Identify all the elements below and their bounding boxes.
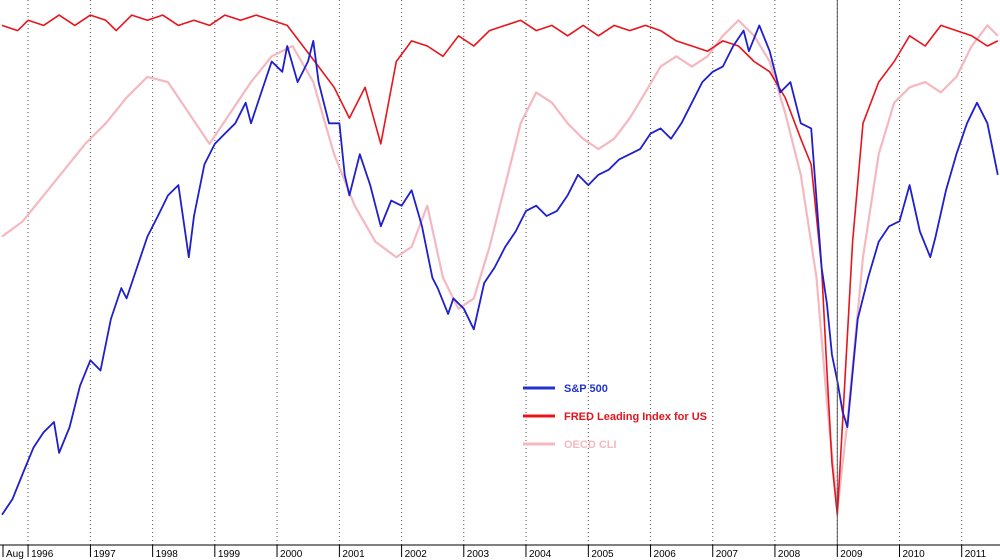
tick-label-2007: 2007 <box>716 549 739 560</box>
tick-label-2003: 2003 <box>467 549 490 560</box>
legend: S&P 500 FRED Leading Index for US OECD C… <box>523 383 707 451</box>
vertical-gridlines <box>27 0 963 545</box>
legend-label-oecd: OECD CLI <box>564 439 617 451</box>
tick-label-2000: 2000 <box>280 549 303 560</box>
legend-label-sp500: S&P 500 <box>564 383 608 395</box>
tick-label-2009: 2009 <box>840 549 863 560</box>
tick-label-2008: 2008 <box>778 549 801 560</box>
tick-label-2004: 2004 <box>529 549 552 560</box>
tick-label-2001: 2001 <box>342 549 365 560</box>
tick-label-1996: 1996 <box>31 549 54 560</box>
series-layer <box>1 14 999 516</box>
x-axis: 1996 1997 1998 1999 2000 2001 2002 2003 2004 2005… <box>0 544 1000 560</box>
tick-label-1998: 1998 <box>156 549 179 560</box>
tick-label-2005: 2005 <box>591 549 614 560</box>
tick-label-2011: 2011 <box>965 549 987 560</box>
series-line-s-p-500 <box>1 24 999 516</box>
tick-label-1999: 1999 <box>218 549 241 560</box>
tick-label-1997: 1997 <box>93 549 116 560</box>
tick-label-2010: 2010 <box>902 549 925 560</box>
legend-label-fred: FRED Leading Index for US <box>564 411 707 423</box>
tick-label-2006: 2006 <box>654 549 677 560</box>
tick-label-2002: 2002 <box>405 549 428 560</box>
tick-label-start: Aug <box>6 549 24 560</box>
series-line-fred-leading-index-for-us <box>1 14 999 516</box>
